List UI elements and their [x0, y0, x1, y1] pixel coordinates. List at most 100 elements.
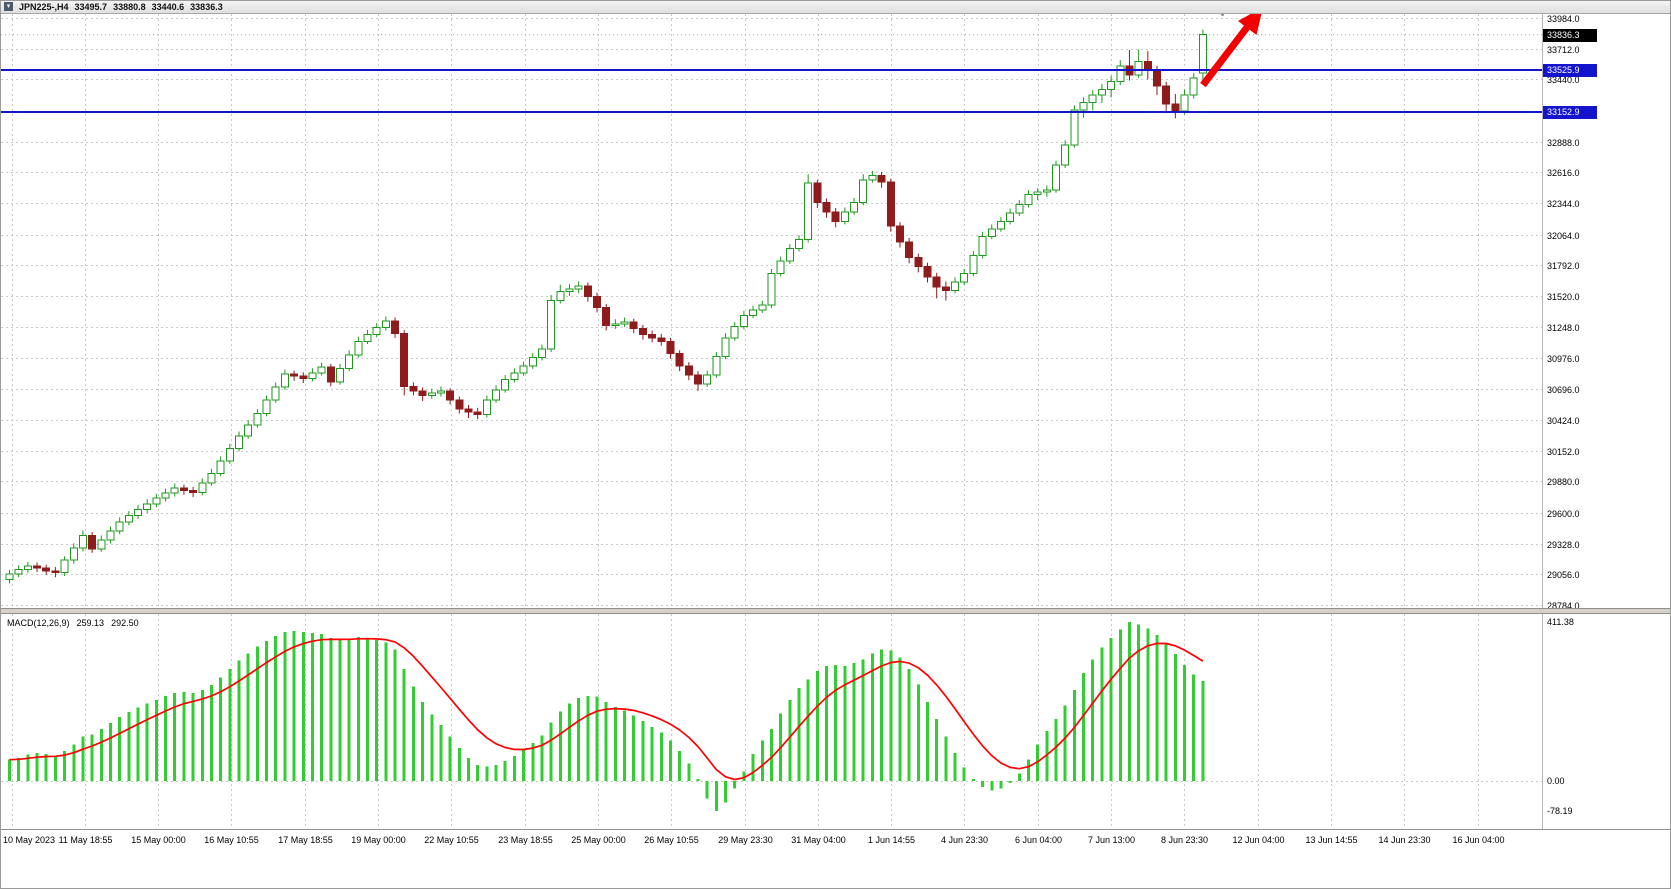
macd-histogram-bar — [1072, 690, 1076, 781]
macd-histogram-bar — [384, 642, 388, 781]
macd-axis-label: 0.00 — [1547, 776, 1565, 786]
macd-histogram-bar — [1082, 672, 1086, 781]
candle-bear — [33, 565, 42, 569]
candle-bull — [482, 399, 491, 416]
candle-bull — [547, 300, 556, 350]
macd-histogram-bar — [439, 724, 443, 781]
macd-histogram-bar — [476, 764, 480, 781]
candle-bull — [785, 248, 794, 262]
candle-bull — [721, 337, 730, 357]
candle-bull — [1180, 94, 1189, 112]
candle-bear — [877, 174, 886, 183]
chart-menu-icon[interactable]: ▾ — [4, 2, 13, 11]
candle-bear — [895, 225, 904, 243]
macd-histogram-bar — [898, 657, 902, 781]
time-axis-label: 23 May 18:55 — [498, 835, 553, 845]
macd-histogram-bar — [347, 638, 351, 781]
macd-histogram-bar — [1164, 643, 1168, 781]
macd-histogram-bar — [1173, 654, 1177, 781]
trend-arrow-shaft[interactable] — [1200, 23, 1251, 88]
candle-bear — [391, 320, 400, 334]
macd-main-value: 259.13 — [76, 618, 105, 628]
macd-histogram-bar — [145, 703, 149, 781]
macd-histogram-bar — [650, 726, 654, 781]
candle-bear — [831, 211, 840, 223]
macd-histogram-bar — [889, 650, 893, 781]
macd-histogram-bar — [375, 639, 379, 781]
macd-histogram-bar — [834, 665, 838, 781]
candle-bull — [510, 372, 519, 381]
candle-bull — [1116, 65, 1125, 83]
time-axis-label: 25 May 00:00 — [571, 835, 626, 845]
macd-histogram-bar — [421, 701, 425, 781]
macd-histogram-bar — [668, 740, 672, 781]
macd-histogram-bar — [44, 753, 48, 781]
macd-histogram-bar — [164, 695, 168, 781]
candle-bull — [996, 221, 1005, 230]
candle-bull — [960, 273, 969, 283]
macd-histogram-bar — [953, 753, 957, 781]
bar-open-value: 33495.7 — [74, 2, 108, 12]
candle-bull — [5, 573, 14, 580]
candle-bull — [1189, 77, 1198, 96]
candle-bear — [932, 276, 941, 288]
macd-histogram-bar — [880, 649, 884, 781]
candle-bear — [400, 332, 409, 387]
macd-histogram-bar — [797, 688, 801, 781]
pane-splitter[interactable] — [1, 608, 1670, 614]
candle-bull — [969, 254, 978, 275]
macd-histogram-bar — [118, 717, 122, 781]
time-axis-label: 1 Jun 14:55 — [867, 835, 916, 845]
macd-histogram-bar — [127, 712, 131, 781]
candle-bear — [1171, 103, 1180, 112]
price-axis-label: 30152.0 — [1547, 446, 1580, 457]
candle-bull — [868, 174, 877, 181]
axis-boundary-line — [1542, 14, 1543, 829]
macd-histogram-bar — [457, 748, 461, 781]
macd-histogram-bar — [632, 715, 636, 781]
macd-histogram-bar — [788, 699, 792, 781]
candle-bull — [161, 492, 170, 499]
candle-bear — [473, 411, 482, 416]
macd-histogram-bar — [53, 755, 57, 781]
symbol-timeframe-label: JPN225-,H4 — [19, 2, 69, 12]
price-axis-label: 29880.0 — [1547, 476, 1580, 487]
macd-histogram-bar — [246, 653, 250, 781]
macd-histogram-bar — [1100, 647, 1104, 781]
price-axis[interactable]: 33984.033712.033440.033160.032888.032616… — [1542, 14, 1670, 829]
macd-histogram-bar — [356, 637, 360, 781]
candle-bull — [492, 389, 501, 401]
time-axis-label: 12 Jun 04:00 — [1232, 835, 1285, 845]
time-axis[interactable]: 10 May 2023 11 May 18:55 15 May 00:00 16 Ma… — [1, 829, 1670, 851]
candle-bear — [455, 399, 464, 410]
candle-bear — [1143, 60, 1152, 71]
macd-histogram-bar — [825, 665, 829, 781]
time-axis-label: 14 Jun 23:30 — [1378, 835, 1431, 845]
candle-bull — [216, 460, 225, 474]
candle-bull — [1107, 81, 1116, 91]
candle-bull — [335, 367, 344, 383]
candle-bull — [262, 399, 271, 414]
macd-histogram-bar — [338, 639, 342, 781]
macd-histogram-bar — [815, 670, 819, 781]
candle-bull — [244, 424, 253, 437]
chart-canvas[interactable] — [1, 1, 1671, 851]
macd-histogram-bar — [1127, 622, 1131, 781]
macd-histogram-bar — [200, 690, 204, 781]
macd-histogram-bar — [402, 668, 406, 781]
candle-bear — [593, 296, 602, 308]
candle-bull — [1052, 164, 1061, 191]
macd-histogram-bar — [17, 757, 21, 781]
price-axis-label: 32344.0 — [1547, 198, 1580, 209]
macd-histogram-bar — [72, 744, 76, 781]
candle-bull — [574, 285, 583, 290]
trend-arrow-head[interactable] — [1238, 7, 1263, 35]
macd-histogram-bar — [448, 736, 452, 781]
candle-bull — [749, 309, 758, 316]
macd-histogram-bar — [944, 736, 948, 781]
macd-histogram-bar — [393, 649, 397, 781]
candle-bull — [69, 547, 78, 561]
macd-histogram-bar — [962, 767, 966, 781]
price-axis-label: 32888.0 — [1547, 137, 1580, 148]
